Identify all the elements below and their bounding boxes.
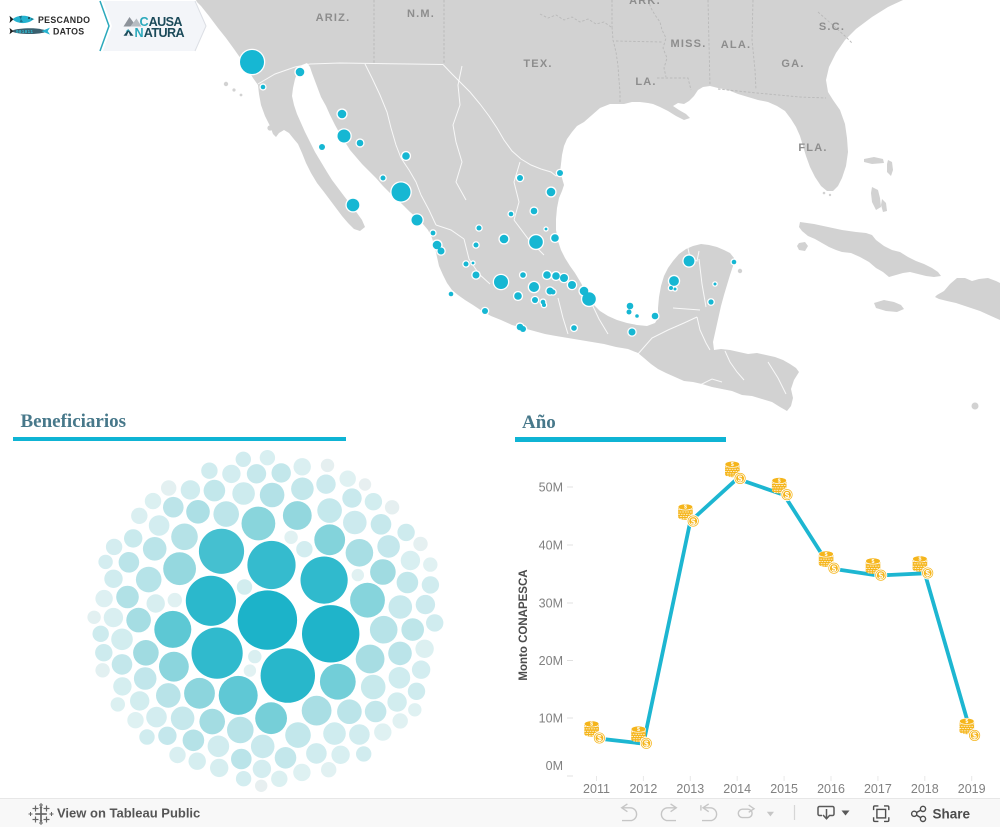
- svg-text:$: $: [637, 727, 640, 733]
- svg-text:ALA.: ALA.: [721, 39, 751, 51]
- svg-text:2018: 2018: [911, 782, 939, 796]
- svg-text:2012: 2012: [629, 782, 657, 796]
- svg-text:$: $: [738, 475, 743, 484]
- svg-text:30M: 30M: [539, 597, 563, 611]
- svg-text:FLA.: FLA.: [798, 142, 827, 154]
- svg-text:$: $: [691, 517, 696, 526]
- svg-text:2016: 2016: [817, 782, 845, 796]
- svg-text:ATURA: ATURA: [144, 26, 185, 40]
- svg-text:$: $: [778, 478, 781, 484]
- svg-text:C: C: [140, 15, 149, 29]
- svg-text:GA.: GA.: [781, 58, 804, 70]
- svg-text:$: $: [644, 740, 649, 749]
- svg-text:MISS.: MISS.: [671, 38, 707, 50]
- svg-text:DATOS: DATOS: [53, 26, 84, 36]
- svg-text:40M: 40M: [539, 539, 563, 553]
- svg-text:LA.: LA.: [635, 76, 656, 88]
- svg-text:50M: 50M: [539, 481, 563, 495]
- svg-text:$: $: [918, 557, 921, 563]
- svg-text:$: $: [925, 569, 930, 578]
- svg-text:001011: 001011: [16, 30, 33, 35]
- svg-text:$: $: [879, 571, 884, 580]
- svg-text:View on Tableau Public: View on Tableau Public: [57, 805, 200, 820]
- svg-text:ARIZ.: ARIZ.: [316, 12, 351, 24]
- svg-text:2019: 2019: [958, 782, 986, 796]
- svg-text:ARK.: ARK.: [629, 0, 661, 7]
- svg-text:PESCANDO: PESCANDO: [38, 15, 90, 25]
- svg-text:$: $: [684, 505, 687, 511]
- svg-text:2011: 2011: [583, 782, 610, 796]
- svg-text:Share: Share: [933, 806, 971, 821]
- svg-text:N.M.: N.M.: [407, 8, 435, 20]
- svg-text:TEX.: TEX.: [523, 58, 552, 70]
- svg-text:$: $: [590, 722, 593, 728]
- svg-text:2015: 2015: [770, 782, 798, 796]
- svg-text:S.C.: S.C.: [819, 21, 845, 33]
- svg-text:20M: 20M: [539, 654, 563, 668]
- svg-text:N: N: [135, 26, 144, 40]
- svg-text:$: $: [597, 734, 602, 743]
- svg-text:10M: 10M: [539, 712, 563, 726]
- svg-text:$: $: [872, 559, 875, 565]
- svg-text:2017: 2017: [864, 782, 892, 796]
- svg-text:$: $: [785, 491, 790, 500]
- svg-text:$: $: [825, 552, 828, 558]
- svg-text:$: $: [972, 732, 977, 741]
- svg-text:AUSA: AUSA: [149, 15, 183, 29]
- svg-text:$: $: [832, 564, 837, 573]
- svg-text:Monto CONAPESCA: Monto CONAPESCA: [518, 569, 530, 680]
- svg-text:0M: 0M: [546, 759, 563, 773]
- svg-text:$: $: [965, 719, 968, 725]
- svg-text:2014: 2014: [723, 782, 751, 796]
- svg-text:$: $: [731, 462, 734, 468]
- svg-text:2013: 2013: [676, 782, 704, 796]
